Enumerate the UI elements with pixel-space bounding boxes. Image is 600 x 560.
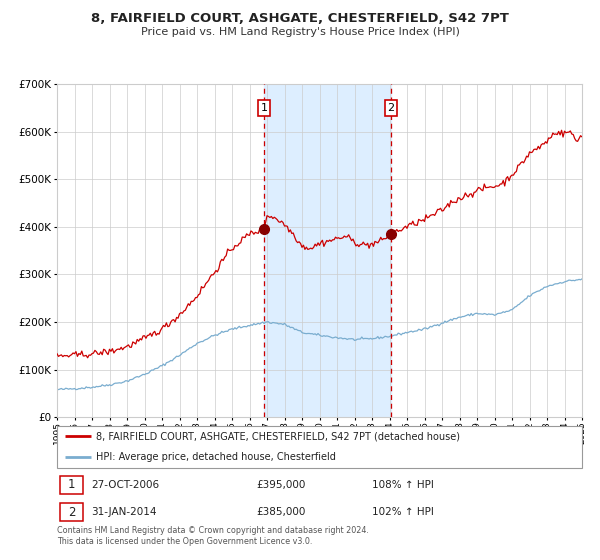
Text: 2: 2 bbox=[68, 506, 75, 519]
Text: 1: 1 bbox=[68, 478, 75, 492]
Text: £385,000: £385,000 bbox=[257, 507, 306, 517]
Text: 1: 1 bbox=[260, 103, 268, 113]
Text: HPI: Average price, detached house, Chesterfield: HPI: Average price, detached house, Ches… bbox=[97, 452, 336, 462]
Text: 8, FAIRFIELD COURT, ASHGATE, CHESTERFIELD, S42 7PT: 8, FAIRFIELD COURT, ASHGATE, CHESTERFIEL… bbox=[91, 12, 509, 25]
FancyBboxPatch shape bbox=[59, 475, 83, 494]
Text: £395,000: £395,000 bbox=[257, 480, 306, 490]
Text: Contains HM Land Registry data © Crown copyright and database right 2024.
This d: Contains HM Land Registry data © Crown c… bbox=[57, 526, 369, 546]
Text: 102% ↑ HPI: 102% ↑ HPI bbox=[372, 507, 434, 517]
Text: 31-JAN-2014: 31-JAN-2014 bbox=[91, 507, 157, 517]
Bar bbox=[264, 84, 391, 417]
FancyBboxPatch shape bbox=[59, 503, 83, 521]
Text: Price paid vs. HM Land Registry's House Price Index (HPI): Price paid vs. HM Land Registry's House … bbox=[140, 27, 460, 37]
Text: 108% ↑ HPI: 108% ↑ HPI bbox=[372, 480, 434, 490]
Text: 27-OCT-2006: 27-OCT-2006 bbox=[91, 480, 159, 490]
Text: 8, FAIRFIELD COURT, ASHGATE, CHESTERFIELD, S42 7PT (detached house): 8, FAIRFIELD COURT, ASHGATE, CHESTERFIEL… bbox=[97, 431, 460, 441]
Text: 2: 2 bbox=[388, 103, 394, 113]
FancyBboxPatch shape bbox=[57, 426, 582, 468]
